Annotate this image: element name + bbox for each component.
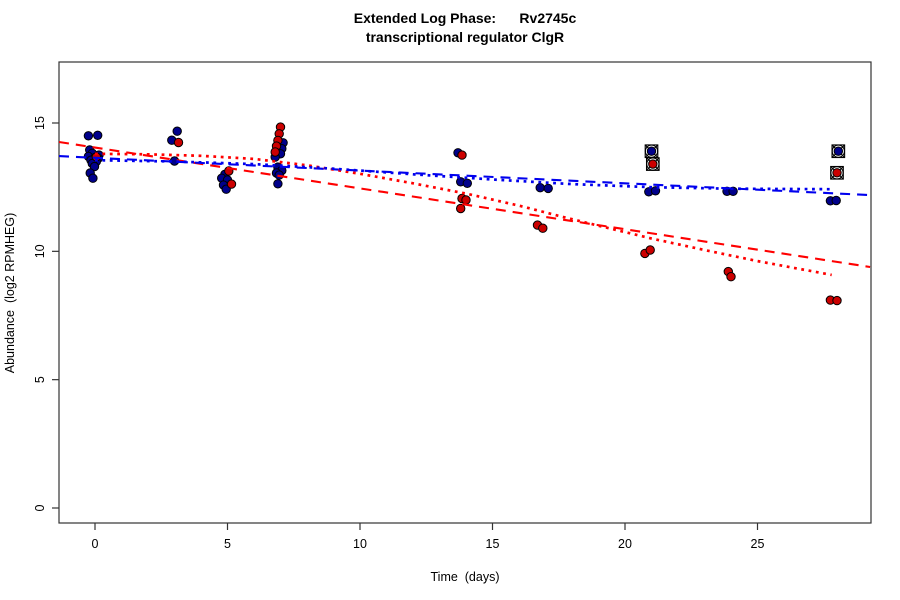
scatter-point-red — [456, 203, 466, 214]
scatter-point-blue — [89, 161, 100, 172]
scatter-point-blue — [831, 195, 841, 206]
y-tick-label: 10 — [33, 244, 47, 258]
flagged-point-blue — [646, 146, 657, 156]
trend-line-blue-dotted — [94, 158, 832, 191]
plot-content: 0 5 10 15 20 25 0 5 10 15 — [33, 61, 872, 551]
plot-title-line1: Extended Log Phase: Rv2745c — [354, 10, 577, 26]
scatter-point-blue — [535, 183, 545, 193]
scatter-point-red — [457, 150, 467, 160]
x-tick-label: 5 — [224, 537, 231, 551]
y-tick-label: 15 — [33, 116, 47, 130]
trend-line-red-dashed — [58, 140, 871, 269]
x-tick-label: 10 — [353, 537, 367, 551]
flag-circle — [646, 157, 660, 171]
scatter-point-red — [226, 179, 237, 189]
scatter-point-red — [538, 223, 548, 233]
scatter-point-red — [173, 137, 184, 148]
x-axis-label: Time (days) — [431, 570, 500, 584]
scatter-point-blue — [273, 179, 283, 189]
flag-circle — [831, 144, 845, 158]
flagged-point-red — [648, 159, 658, 169]
scatter-point-blue — [83, 131, 94, 141]
x-tick-label: 25 — [751, 537, 765, 551]
x-tick-label: 20 — [618, 537, 632, 551]
scatter-point-red — [270, 147, 280, 157]
scatter-point-blue — [88, 173, 98, 183]
scatter-point-red — [461, 195, 471, 205]
plot-title-line2: transcriptional regulator ClgR — [366, 29, 564, 45]
scatter-point-blue — [650, 186, 661, 196]
trend-line-red-dotted — [94, 152, 832, 277]
scatter-point-red — [726, 272, 736, 282]
x-tick-label: 0 — [92, 537, 99, 551]
flagged-point-red — [832, 168, 842, 178]
flag-circle — [830, 166, 844, 180]
scatter-point-blue — [93, 130, 103, 141]
scatter-point-red — [645, 245, 655, 255]
scatter-point-blue — [172, 126, 182, 136]
scatter-point-red — [832, 295, 842, 306]
x-tick-label: 15 — [486, 537, 500, 551]
scatter-point-blue — [462, 178, 472, 189]
y-tick-label: 5 — [33, 376, 47, 383]
y-tick-label: 0 — [33, 504, 47, 511]
trend-line-blue-dashed — [58, 155, 871, 197]
y-axis-label: Abundance (log2 RPMHEG) — [3, 213, 17, 374]
scatter-point-blue — [543, 183, 553, 194]
plot-box — [58, 61, 872, 524]
flagged-point-blue — [833, 146, 844, 156]
